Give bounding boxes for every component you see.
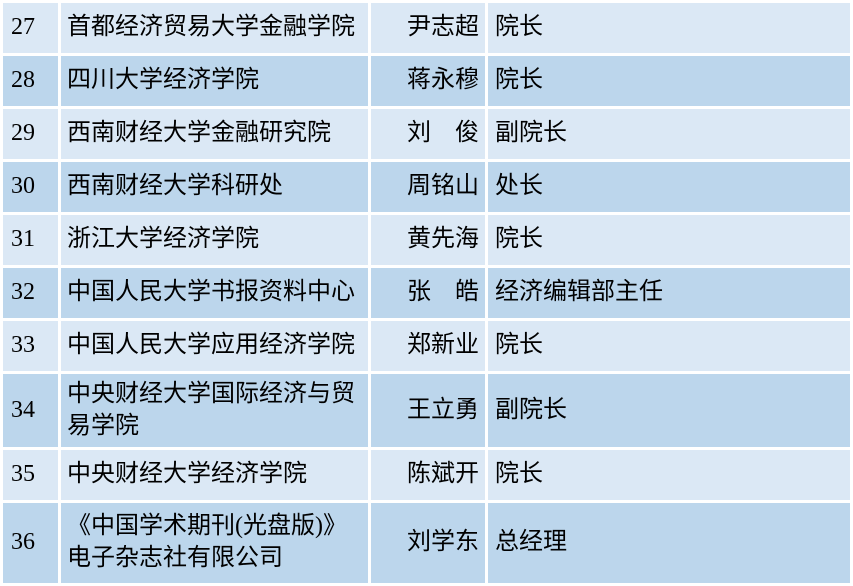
institution-cell: 西南财经大学科研处	[61, 162, 368, 212]
person-name-cell: 尹志超	[371, 3, 485, 53]
person-name-cell: 刘学东	[371, 503, 485, 583]
institution-cell: 中国人民大学书报资料中心	[61, 268, 368, 318]
row-number-cell: 30	[3, 162, 58, 212]
institution-cell: 中央财经大学国际经济与贸易学院	[61, 374, 368, 447]
table-row: 27 首都经济贸易大学金融学院 尹志超 院长	[3, 3, 850, 53]
job-title-cell: 经济编辑部主任	[488, 268, 850, 318]
table-row: 31 浙江大学经济学院 黄先海 院长	[3, 215, 850, 265]
table-row: 30 西南财经大学科研处 周铭山 处长	[3, 162, 850, 212]
person-name-cell: 黄先海	[371, 215, 485, 265]
person-name-cell: 郑新业	[371, 321, 485, 371]
job-title-cell: 院长	[488, 3, 850, 53]
institution-cell: 中央财经大学经济学院	[61, 450, 368, 500]
row-number-cell: 32	[3, 268, 58, 318]
person-name-cell: 王立勇	[371, 374, 485, 447]
job-title-cell: 院长	[488, 321, 850, 371]
table-row: 33 中国人民大学应用经济学院 郑新业 院长	[3, 321, 850, 371]
table-row: 34 中央财经大学国际经济与贸易学院 王立勇 副院长	[3, 374, 850, 447]
person-name-cell: 刘 俊	[371, 109, 485, 159]
job-title-cell: 副院长	[488, 109, 850, 159]
institution-cell: 中国人民大学应用经济学院	[61, 321, 368, 371]
job-title-cell: 处长	[488, 162, 850, 212]
job-title-cell: 院长	[488, 215, 850, 265]
table-row: 32 中国人民大学书报资料中心 张 皓 经济编辑部主任	[3, 268, 850, 318]
person-name-cell: 蒋永穆	[371, 56, 485, 106]
row-number-cell: 27	[3, 3, 58, 53]
institution-cell: 西南财经大学金融研究院	[61, 109, 368, 159]
person-name-cell: 周铭山	[371, 162, 485, 212]
job-title-cell: 院长	[488, 56, 850, 106]
table-row: 35 中央财经大学经济学院 陈斌开 院长	[3, 450, 850, 500]
job-title-cell: 院长	[488, 450, 850, 500]
row-number-cell: 34	[3, 374, 58, 447]
job-title-cell: 副院长	[488, 374, 850, 447]
table-row: 29 西南财经大学金融研究院 刘 俊 副院长	[3, 109, 850, 159]
institution-cell: 《中国学术期刊(光盘版)》电子杂志社有限公司	[61, 503, 368, 583]
table-row: 28 四川大学经济学院 蒋永穆 院长	[3, 56, 850, 106]
institution-cell: 浙江大学经济学院	[61, 215, 368, 265]
row-number-cell: 29	[3, 109, 58, 159]
row-number-cell: 28	[3, 56, 58, 106]
row-number-cell: 31	[3, 215, 58, 265]
row-number-cell: 36	[3, 503, 58, 583]
institution-cell: 四川大学经济学院	[61, 56, 368, 106]
row-number-cell: 33	[3, 321, 58, 371]
table-row: 36 《中国学术期刊(光盘版)》电子杂志社有限公司 刘学东 总经理	[3, 503, 850, 583]
person-name-cell: 张 皓	[371, 268, 485, 318]
row-number-cell: 35	[3, 450, 58, 500]
job-title-cell: 总经理	[488, 503, 850, 583]
institution-cell: 首都经济贸易大学金融学院	[61, 3, 368, 53]
person-name-cell: 陈斌开	[371, 450, 485, 500]
